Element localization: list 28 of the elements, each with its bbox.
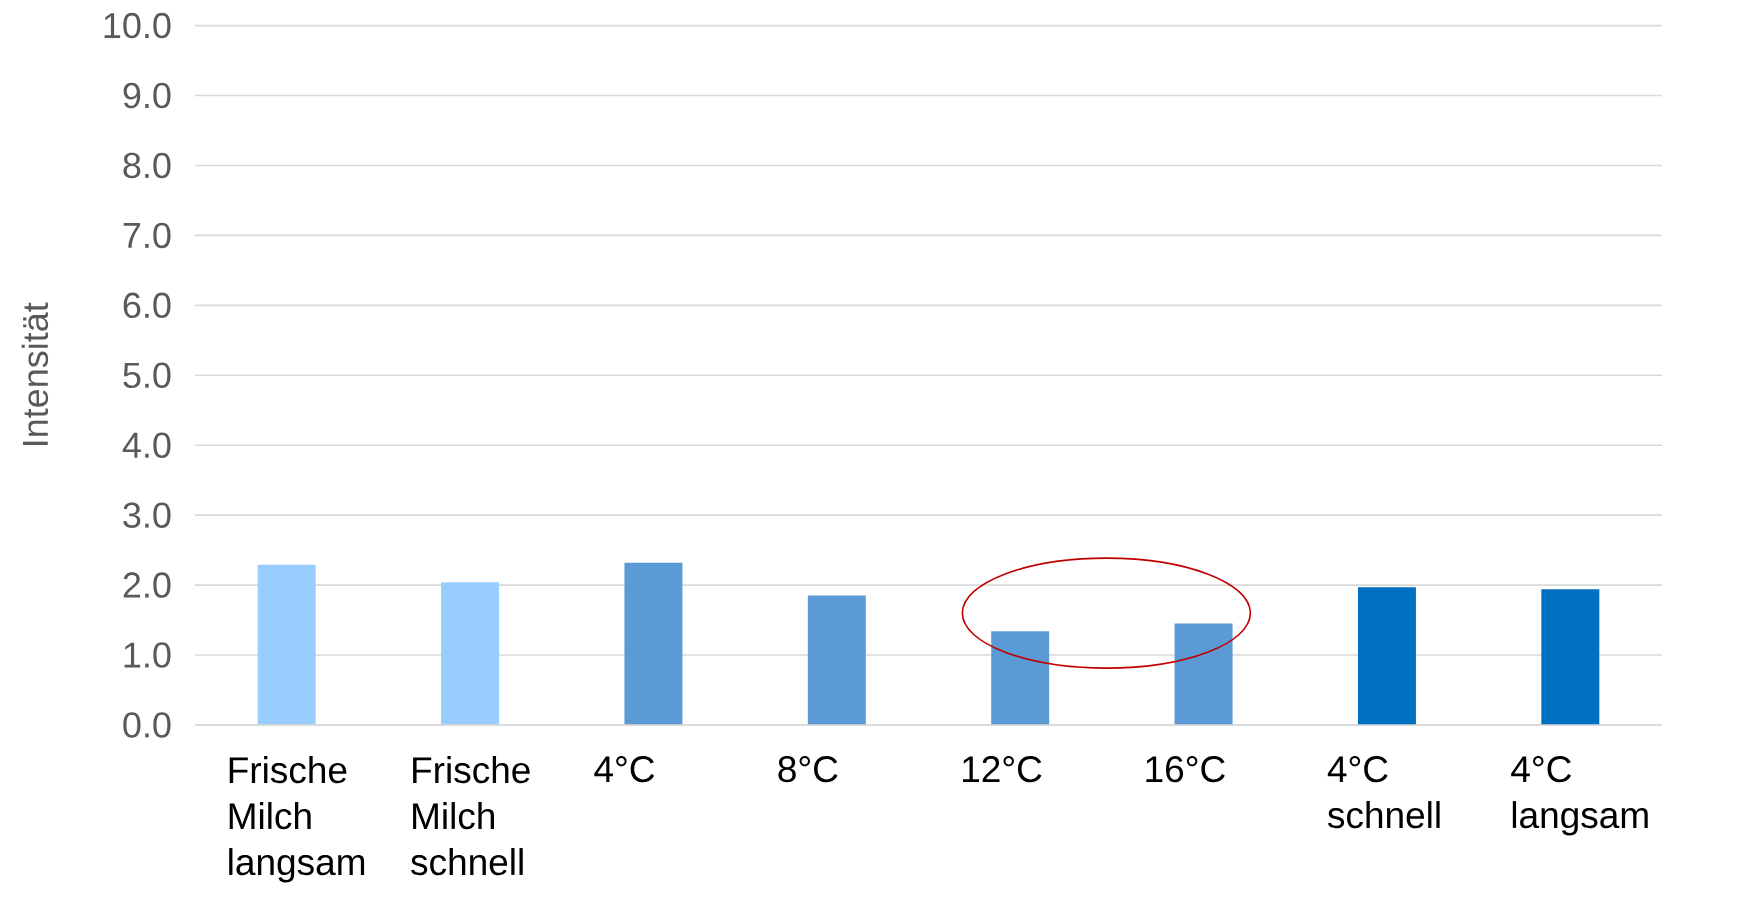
bar [257, 564, 316, 725]
y-tick-label: 0.0 [123, 712, 171, 738]
y-tick-label: 6.0 [123, 292, 171, 319]
y-tick-label: 1.0 [124, 642, 171, 668]
y-tick-label: 3.0 [123, 502, 171, 528]
bar [807, 595, 866, 725]
bar [624, 562, 683, 725]
y-tick-label: 9.0 [123, 82, 171, 109]
x-tick-label: 16°C [1146, 756, 1225, 783]
x-tick-label: 12°C [963, 756, 1042, 783]
y-tick-label: 2.0 [123, 572, 171, 598]
x-tick-label: 4°C langsam [1511, 756, 1648, 836]
bar [991, 631, 1050, 725]
bar [1357, 587, 1416, 725]
y-tick-label: 10.0 [104, 12, 171, 39]
x-tick-label: Frische Milch schnell [411, 756, 530, 876]
x-tick-label: Frische Milch langsam [229, 756, 365, 883]
y-axis-title: Intensität [21, 302, 49, 446]
y-tick-label: 5.0 [123, 362, 171, 389]
y-tick-label: 8.0 [123, 152, 171, 179]
x-tick-label: 4°C [594, 756, 655, 783]
x-tick-label: 8°C [778, 756, 838, 783]
bar [1174, 623, 1233, 725]
bar [1541, 589, 1600, 725]
bar [441, 582, 500, 725]
y-tick-label: 7.0 [123, 222, 171, 249]
y-tick-label: 4.0 [122, 432, 171, 458]
x-tick-label: 4°C schnell [1327, 756, 1440, 829]
